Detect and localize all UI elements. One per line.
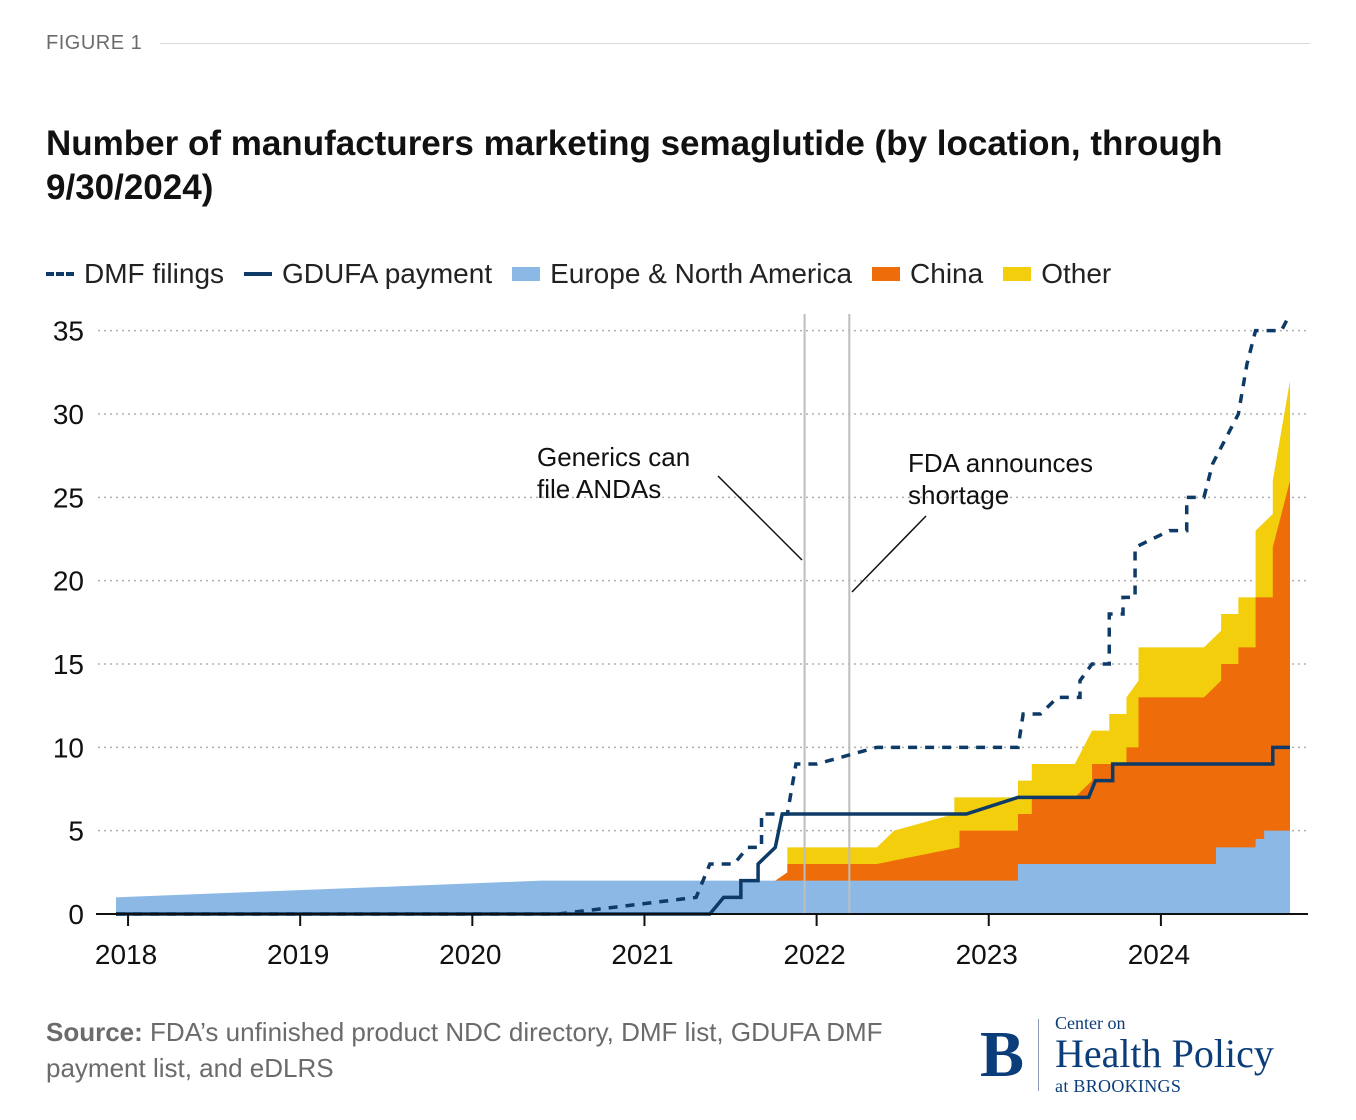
line-dmf-filings	[116, 313, 1292, 916]
legend-item-other: Other	[1003, 258, 1111, 290]
legend-label-dmf: DMF filings	[84, 258, 225, 289]
area-china	[775, 480, 1290, 914]
chart-legend: DMF filings GDUFA payment Europe & North…	[46, 254, 1131, 294]
legend-item-gdufa: GDUFA payment	[244, 258, 492, 290]
annotation-vlines	[803, 314, 851, 914]
y-tick-label-25: 25	[53, 482, 84, 513]
legend-item-china: China	[872, 258, 983, 290]
annotation-line-andas-2: file ANDAs	[537, 474, 661, 504]
logo-line1: Center on	[1055, 1013, 1126, 1033]
annotation-label-shortage: FDA announces shortage	[908, 448, 1093, 510]
annotation-leader-andas	[717, 475, 803, 561]
x-tick-label-2018: 2018	[95, 939, 157, 970]
chart-title: Number of manufacturers marketing semagl…	[46, 124, 1223, 207]
y-tick-label-20: 20	[53, 566, 84, 597]
figure-label: FIGURE 1	[46, 32, 143, 54]
logo-line3: at BROOKINGS	[1055, 1076, 1182, 1096]
legend-swatch-gdufa	[244, 272, 273, 276]
x-tick-label-2021: 2021	[611, 939, 673, 970]
legend-label-china: China	[910, 258, 984, 289]
legend-item-dmf: DMF filings	[46, 258, 224, 290]
legend-item-europe: Europe & North America	[512, 258, 852, 290]
y-tick-label-10: 10	[53, 732, 84, 763]
x-tick-label-2022: 2022	[783, 939, 845, 970]
annotation-line-shortage-1: FDA announces	[908, 448, 1093, 478]
chart-canvas: 0 5 10 15 20 25 30 35 2018 2019 2020 2021 2022 2023 20…	[53, 313, 1308, 970]
legend-swatch-europe	[512, 267, 541, 281]
legend-swatch-other	[1003, 267, 1032, 281]
x-tick-label-2023: 2023	[956, 939, 1018, 970]
legend-swatch-china	[872, 267, 901, 281]
y-tick-label-0: 0	[68, 899, 84, 930]
annotation-leader-shortage	[851, 515, 927, 593]
annotation-label-andas: Generics can file ANDAs	[537, 442, 690, 504]
line-gdufa-payment	[116, 745, 1290, 916]
y-tick-label-30: 30	[53, 399, 84, 430]
line-layer	[116, 313, 1292, 916]
figure-header: FIGURE 1	[46, 32, 1310, 55]
logo-divider	[1038, 1019, 1040, 1091]
axis-layer: 0 5 10 15 20 25 30 35 2018 2019 2020 2021 2022 2023 20…	[53, 316, 1308, 970]
legend-label-other: Other	[1041, 258, 1112, 289]
y-tick-label-15: 15	[53, 649, 84, 680]
x-tick-label-2019: 2019	[267, 939, 329, 970]
annotation-line-shortage-2: shortage	[908, 480, 1009, 510]
legend-label-europe: Europe & North America	[550, 258, 853, 289]
source-prefix: Source:	[46, 1017, 143, 1047]
legend-swatch-dmf	[46, 272, 74, 276]
annotation-line-andas-1: Generics can	[537, 442, 690, 472]
y-tick-label-35: 35	[53, 316, 84, 347]
brookings-logo: B Center on Health Policy at BROOKINGS	[980, 1010, 1274, 1100]
x-tick-label-2024: 2024	[1128, 939, 1190, 970]
logo-line2: Health Policy	[1055, 1031, 1274, 1076]
area-layer	[116, 380, 1290, 915]
legend-label-gdufa: GDUFA payment	[282, 258, 493, 289]
y-tick-label-5: 5	[68, 816, 84, 847]
source-note: Source: FDA’s unfinished product NDC dir…	[46, 1014, 926, 1086]
annotation-layer: Generics can file ANDAs FDA announces short…	[537, 442, 1093, 593]
x-tick-label-2020: 2020	[439, 939, 501, 970]
source-text: FDA’s unfinished product NDC directory, …	[46, 1017, 883, 1083]
logo-letter: B	[980, 1018, 1025, 1091]
logo-text: Center on Health Policy at BROOKINGS	[1055, 1013, 1274, 1097]
area-europe-north-america	[116, 830, 1290, 914]
figure-rule	[160, 43, 1310, 44]
